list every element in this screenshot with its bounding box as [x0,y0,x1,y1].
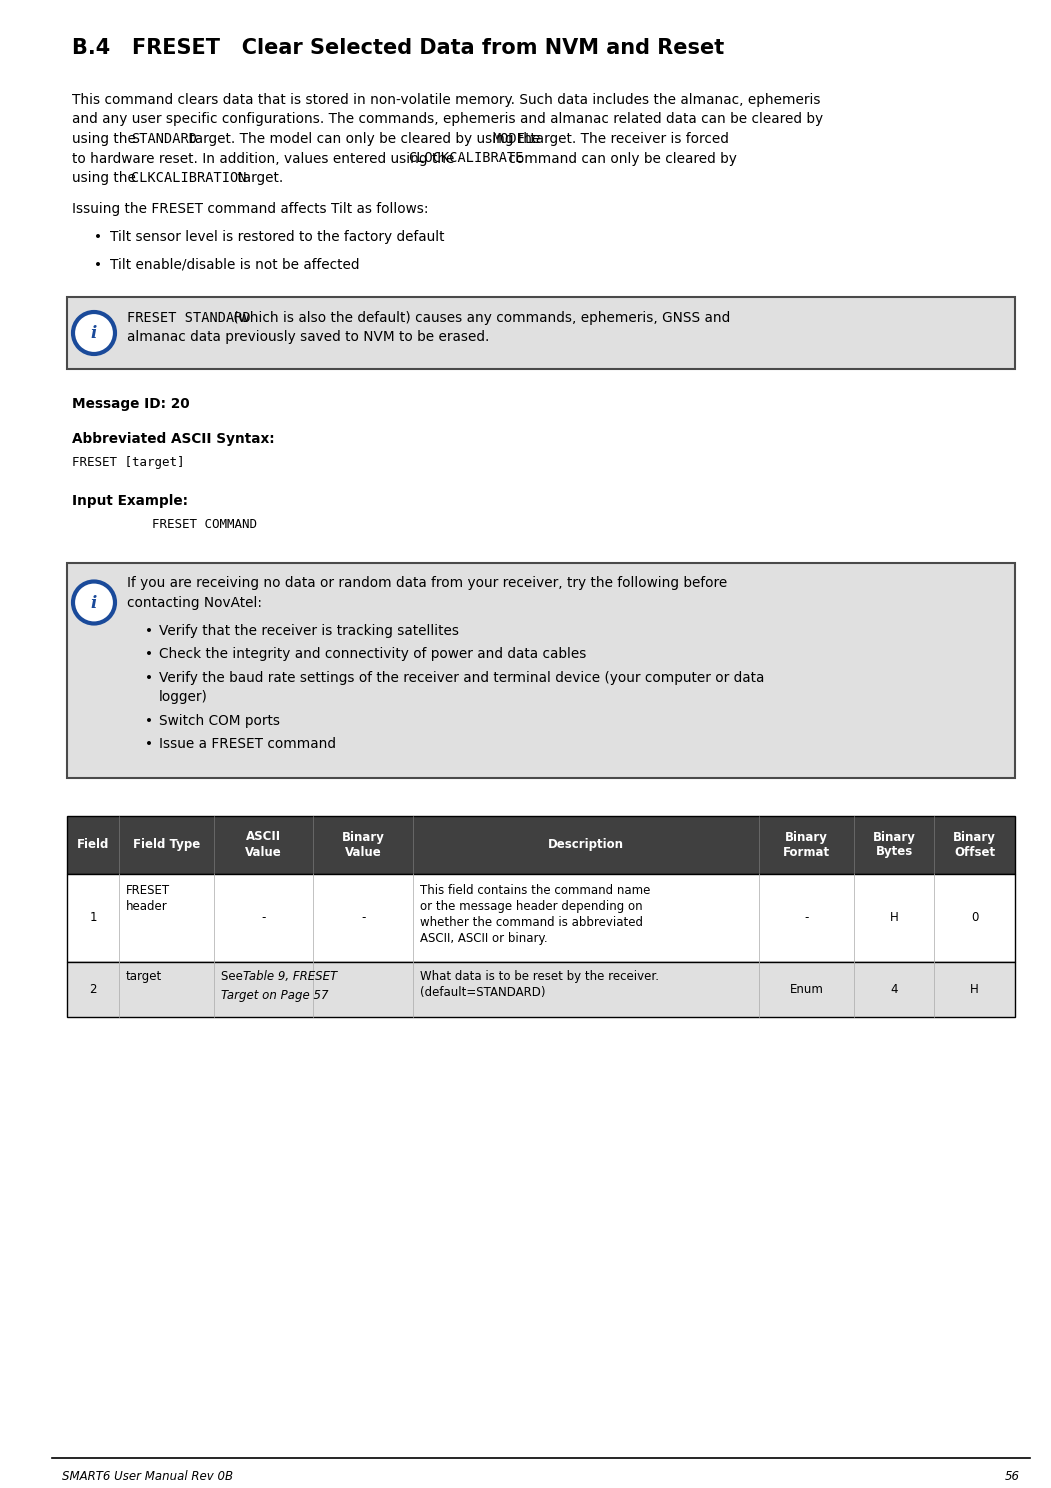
Text: SMART6 User Manual Rev 0B: SMART6 User Manual Rev 0B [62,1470,233,1484]
Text: H: H [970,982,980,995]
Text: Binary
Offset: Binary Offset [953,830,996,859]
Text: CLOCKCALIBRATE: CLOCKCALIBRATE [408,152,523,165]
Text: contacting NovAtel:: contacting NovAtel: [127,597,262,610]
Text: •: • [145,647,153,661]
Text: •: • [145,671,153,684]
Text: H: H [890,911,899,924]
Text: target.: target. [233,171,284,185]
Text: Enum: Enum [789,982,823,995]
Text: Field Type: Field Type [132,838,200,851]
Text: •: • [145,737,153,751]
Text: 56: 56 [1005,1470,1021,1484]
Text: ASCII
Value: ASCII Value [245,830,282,859]
FancyBboxPatch shape [67,562,1015,778]
Text: to hardware reset. In addition, values entered using the: to hardware reset. In addition, values e… [73,152,458,165]
Text: Issue a FRESET command: Issue a FRESET command [159,737,336,751]
Text: If you are receiving no data or random data from your receiver, try the followin: If you are receiving no data or random d… [127,576,727,591]
Text: Abbreviated ASCII Syntax:: Abbreviated ASCII Syntax: [73,432,274,445]
Text: i: i [90,595,97,612]
Text: What data is to be reset by the receiver.
(default=STANDARD): What data is to be reset by the receiver… [420,970,659,998]
Text: See: See [221,970,247,982]
Text: Binary
Bytes: Binary Bytes [872,830,915,859]
Text: target: target [126,970,163,982]
Text: Issuing the FRESET command affects Tilt as follows:: Issuing the FRESET command affects Tilt … [73,202,429,216]
Text: 4: 4 [890,982,898,995]
FancyBboxPatch shape [67,815,1015,873]
FancyBboxPatch shape [67,961,1015,1016]
Text: and any user specific configurations. The commands, ephemeris and almanac relate: and any user specific configurations. Th… [73,113,823,126]
Text: using the: using the [73,132,140,146]
Text: This command clears data that is stored in non-volatile memory. Such data includ: This command clears data that is stored … [73,92,821,107]
Text: 2: 2 [89,982,97,995]
Text: Field: Field [77,838,109,851]
Text: (which is also the default) causes any commands, ephemeris, GNSS and: (which is also the default) causes any c… [229,311,730,324]
Text: •: • [145,623,153,637]
Text: Description: Description [548,838,624,851]
Text: Binary
Value: Binary Value [342,830,385,859]
Text: Input Example:: Input Example: [73,494,188,507]
Text: •: • [94,231,102,244]
Text: FRESET STANDARD: FRESET STANDARD [127,311,251,324]
Circle shape [73,582,115,623]
Text: command can only be cleared by: command can only be cleared by [503,152,737,165]
Text: CLKCALIBRATION: CLKCALIBRATION [131,171,254,185]
Text: Table 9, FRESET: Table 9, FRESET [243,970,337,982]
Text: •: • [145,714,153,728]
Text: FRESET COMMAND: FRESET COMMAND [152,518,257,531]
Text: i: i [90,326,97,342]
Text: B.4   FRESET   Clear Selected Data from NVM and Reset: B.4 FRESET Clear Selected Data from NVM … [73,39,724,58]
Text: Verify that the receiver is tracking satellites: Verify that the receiver is tracking sat… [159,623,459,637]
FancyBboxPatch shape [67,873,1015,961]
Text: using the: using the [73,171,140,185]
Text: Check the integrity and connectivity of power and data cables: Check the integrity and connectivity of … [159,647,586,661]
Text: Verify the baud rate settings of the receiver and terminal device (your computer: Verify the baud rate settings of the rec… [159,671,764,684]
Text: Binary
Format: Binary Format [783,830,830,859]
Text: Switch COM ports: Switch COM ports [159,714,280,728]
Text: This field contains the command name
or the message header depending on
whether : This field contains the command name or … [420,884,651,945]
Text: STANDARD: STANDARD [131,132,197,146]
Text: Target on Page 57: Target on Page 57 [221,990,329,1001]
Text: Tilt sensor level is restored to the factory default: Tilt sensor level is restored to the fac… [110,231,445,244]
Text: -: - [262,911,266,924]
Circle shape [73,312,115,354]
Text: 0: 0 [971,911,978,924]
Text: MODEL: MODEL [492,132,534,146]
Text: Tilt enable/disable is not be affected: Tilt enable/disable is not be affected [110,257,359,271]
Text: Message ID: 20: Message ID: 20 [73,397,189,411]
FancyBboxPatch shape [67,298,1015,369]
Text: target. The receiver is forced: target. The receiver is forced [527,132,729,146]
Text: target. The model can only be cleared by using the: target. The model can only be cleared by… [185,132,545,146]
Text: -: - [362,911,366,924]
Text: 1: 1 [89,911,97,924]
Text: logger): logger) [159,690,208,704]
Text: FRESET [target]: FRESET [target] [73,455,185,469]
Text: almanac data previously saved to NVM to be erased.: almanac data previously saved to NVM to … [127,330,490,345]
Text: -: - [804,911,808,924]
Text: FRESET
header: FRESET header [126,884,170,912]
Text: •: • [94,257,102,271]
